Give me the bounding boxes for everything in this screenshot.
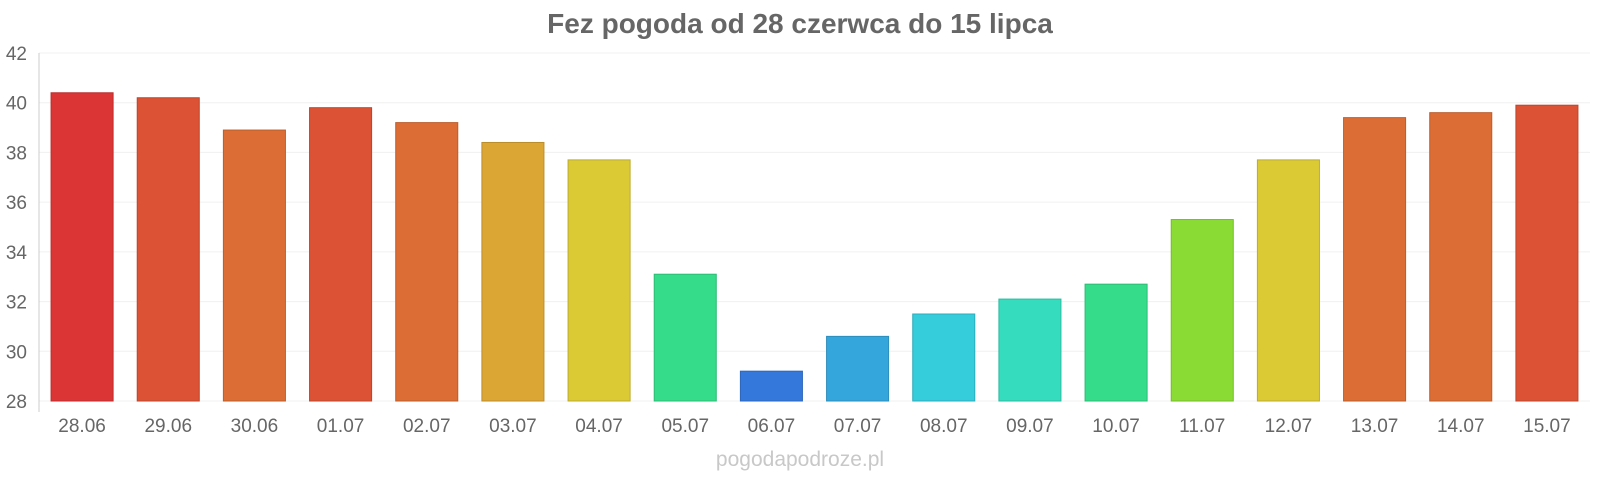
y-tick-label: 36: [6, 193, 27, 214]
y-tick-label: 38: [6, 143, 27, 164]
watermark: pogodapodroze.pl: [715, 448, 885, 471]
x-tick-label: 15.07: [1523, 416, 1571, 437]
bar: [309, 107, 373, 402]
bar: [395, 122, 459, 402]
bar: [1515, 104, 1579, 402]
x-tick-label: 07.07: [834, 416, 882, 437]
x-tick-label: 03.07: [489, 416, 537, 437]
y-tick-label: 34: [6, 243, 28, 264]
bar: [222, 129, 286, 402]
y-tick-label: 28: [6, 392, 27, 413]
x-tick-label: 13.07: [1351, 416, 1399, 437]
y-tick-label: 40: [6, 94, 27, 115]
bar: [1084, 283, 1148, 402]
x-tick-label: 04.07: [575, 416, 623, 437]
x-tick-label: 14.07: [1437, 416, 1485, 437]
x-tick-label: 02.07: [403, 416, 451, 437]
x-tick-label: 05.07: [661, 416, 709, 437]
x-tick-label: 29.06: [144, 416, 192, 437]
bar: [912, 313, 976, 402]
bar: [1343, 117, 1407, 402]
x-tick-label: 01.07: [317, 416, 365, 437]
bar: [136, 97, 200, 402]
bar: [50, 92, 114, 402]
x-tick-label: 06.07: [748, 416, 796, 437]
x-tick-label: 09.07: [1006, 416, 1054, 437]
bar: [653, 273, 717, 402]
x-tick-label: 30.06: [231, 416, 279, 437]
bar: [567, 159, 631, 402]
x-tick-label: 10.07: [1092, 416, 1140, 437]
x-tick-label: 12.07: [1265, 416, 1313, 437]
x-tick-label: 28.06: [58, 416, 106, 437]
chart-title: Fez pogoda od 28 czerwca do 15 lipca: [547, 8, 1053, 39]
bar: [739, 370, 803, 402]
bar: [481, 141, 545, 402]
x-tick-label: 11.07: [1179, 416, 1225, 437]
bar: [826, 335, 890, 402]
bar: [998, 298, 1062, 402]
y-tick-label: 30: [6, 342, 27, 363]
bar: [1170, 219, 1234, 402]
x-tick-label: 08.07: [920, 416, 968, 437]
bar: [1256, 159, 1320, 402]
y-tick-label: 32: [6, 293, 27, 314]
y-tick-label: 42: [6, 44, 27, 65]
bar: [1429, 112, 1493, 402]
